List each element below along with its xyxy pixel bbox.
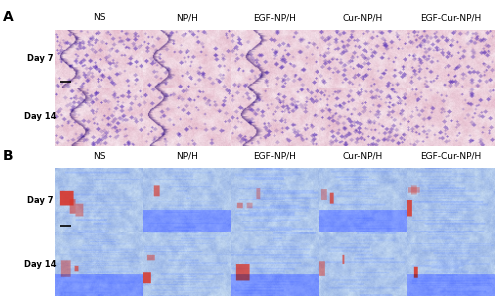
Text: EGF-Cur-NP/H: EGF-Cur-NP/H <box>420 152 482 161</box>
Text: EGF-Cur-NP/H: EGF-Cur-NP/H <box>420 13 482 22</box>
Text: NP/H: NP/H <box>176 152 198 161</box>
Text: Day 7: Day 7 <box>26 54 53 63</box>
Text: NS: NS <box>93 152 105 161</box>
Text: NP/H: NP/H <box>176 13 198 22</box>
Text: EGF-NP/H: EGF-NP/H <box>254 13 296 22</box>
Text: Day 7: Day 7 <box>26 196 53 205</box>
Text: EGF-NP/H: EGF-NP/H <box>254 152 296 161</box>
Text: Cur-NP/H: Cur-NP/H <box>343 152 383 161</box>
Text: A: A <box>2 10 13 25</box>
Text: Day 14: Day 14 <box>24 112 56 121</box>
Text: Day 14: Day 14 <box>24 260 56 269</box>
Text: B: B <box>2 149 13 163</box>
Text: NS: NS <box>93 13 105 22</box>
Text: Cur-NP/H: Cur-NP/H <box>343 13 383 22</box>
